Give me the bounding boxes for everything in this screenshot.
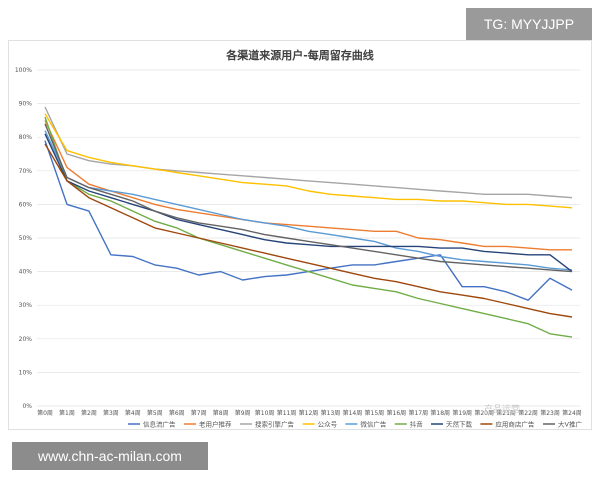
svg-text:信息流广告: 信息流广告: [143, 420, 176, 429]
y-tick-label: 10%: [19, 369, 33, 376]
legend-item: 微信广告: [345, 420, 387, 429]
x-tick-label: 第1周: [59, 409, 75, 417]
legend-item: 抖音: [394, 420, 424, 429]
y-tick-label: 60%: [19, 201, 33, 208]
x-tick-label: 第15周: [365, 409, 385, 417]
svg-text:搜索引擎广告: 搜索引擎广告: [255, 420, 295, 429]
x-tick-label: 第6周: [169, 409, 185, 417]
x-tick-label: 第16周: [387, 409, 407, 417]
x-tick-label: 第12周: [299, 409, 319, 417]
x-tick-label: 第23周: [540, 409, 560, 417]
svg-text:抖音: 抖音: [410, 420, 424, 429]
series-line: [44, 120, 572, 251]
x-tick-label: 第20周: [474, 409, 494, 417]
svg-text:天然下载: 天然下载: [446, 420, 473, 429]
chart-frame: 各渠道来源用户-每周留存曲线: [8, 40, 592, 430]
wechat-watermark: 产品运营: [484, 403, 520, 415]
x-tick-label: 第24周: [562, 409, 582, 417]
series-line: [44, 130, 573, 271]
x-tick-label: 第7周: [191, 409, 207, 417]
x-tick-label: 第9周: [235, 409, 251, 417]
x-tick-label: 第0周: [37, 409, 53, 417]
y-tick-label: 100%: [15, 67, 32, 74]
svg-text:微信广告: 微信广告: [360, 420, 387, 429]
telegram-tag-badge: TG: MYYJJPP: [466, 8, 592, 40]
series-line: [44, 113, 573, 209]
x-tick-label: 第19周: [452, 409, 472, 417]
x-tick-label: 第22周: [518, 409, 538, 417]
legend-item: 信息流广告: [128, 420, 176, 429]
legend-item: 老用户推荐: [184, 420, 232, 429]
series-line: [44, 143, 573, 318]
legend-item: 应用商店广告: [480, 420, 535, 429]
x-tick-label: 第18周: [430, 409, 450, 417]
y-tick-label: 0%: [22, 403, 32, 410]
series-line: [44, 123, 573, 273]
y-tick-label: 90%: [19, 101, 33, 108]
svg-text:应用商店广告: 应用商店广告: [495, 420, 535, 429]
y-tick-label: 50%: [19, 235, 33, 242]
x-tick-label: 第2周: [81, 409, 97, 417]
x-tick-label: 第17周: [408, 409, 428, 417]
x-tick-label: 第11周: [277, 409, 297, 417]
legend-item: 天然下载: [431, 420, 473, 429]
legend-item: 大V推广: [543, 420, 582, 429]
x-tick-label: 第21周: [496, 409, 516, 417]
website-watermark: www.chn-ac-milan.com: [12, 442, 208, 470]
x-tick-label: 第5周: [147, 409, 163, 417]
legend-item: 公众号: [302, 421, 338, 429]
x-tick-label: 第4周: [125, 409, 141, 417]
x-tick-label: 第8周: [213, 409, 229, 417]
svg-text:公众号: 公众号: [318, 421, 338, 429]
y-tick-label: 70%: [19, 168, 33, 175]
x-tick-label: 第14周: [343, 409, 363, 417]
series-line: [44, 116, 573, 338]
x-tick-label: 第10周: [255, 409, 275, 417]
svg-text:老用户推荐: 老用户推荐: [199, 420, 232, 429]
chart-title: 各渠道来源用户-每周留存曲线: [226, 49, 374, 62]
x-tick-label: 第3周: [103, 409, 119, 417]
svg-text:大V推广: 大V推广: [558, 420, 582, 429]
series-line: [44, 106, 573, 199]
y-tick-label: 20%: [19, 336, 33, 343]
series-line: [44, 133, 573, 273]
x-tick-label: 第13周: [321, 409, 341, 417]
legend-item: 搜索引擎广告: [240, 420, 295, 429]
y-tick-label: 40%: [19, 269, 33, 276]
y-tick-label: 30%: [19, 302, 33, 309]
y-tick-label: 80%: [19, 134, 33, 141]
